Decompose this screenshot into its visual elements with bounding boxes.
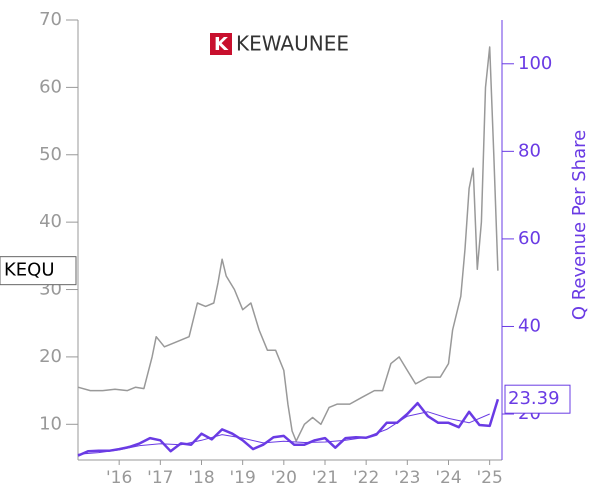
series-line — [77, 46, 499, 442]
x-tick-label: '23 — [394, 468, 420, 488]
value-label: 23.39 — [508, 388, 560, 409]
x-tick-label: '20 — [271, 468, 297, 488]
chart-title: KEWAUNEE — [236, 32, 349, 56]
series-line — [77, 411, 490, 455]
x-tick-label: '16 — [106, 468, 132, 488]
y-tick-label: 40 — [39, 211, 62, 232]
x-tick-label: '22 — [353, 468, 379, 488]
y2-tick-label: 80 — [518, 140, 541, 161]
logo-letter: K — [214, 34, 229, 55]
logo-mark — [210, 33, 232, 55]
y-tick-label: 70 — [39, 9, 62, 30]
x-tick-label: '25 — [476, 468, 502, 488]
series-name-label: KEQU — [4, 260, 55, 281]
x-tick-label: '19 — [230, 468, 256, 488]
last-value-box — [0, 256, 77, 286]
y-tick-label: 50 — [39, 144, 62, 165]
y2-tick-label: 100 — [518, 53, 552, 74]
series-line — [77, 398, 500, 457]
y-tick-label: 20 — [39, 346, 62, 367]
x-tick-label: '18 — [188, 468, 214, 488]
x-tick-label: '17 — [147, 468, 173, 488]
last-value-box — [504, 384, 571, 414]
y2-tick-label: 60 — [518, 228, 541, 249]
y-tick-label: 10 — [39, 413, 62, 434]
y2-axis-label: Q Revenue Per Share — [569, 130, 590, 320]
x-tick-label: '21 — [312, 468, 338, 488]
x-tick-label: '24 — [435, 468, 461, 488]
y2-tick-label: 40 — [518, 315, 541, 336]
y-tick-label: 60 — [39, 76, 62, 97]
